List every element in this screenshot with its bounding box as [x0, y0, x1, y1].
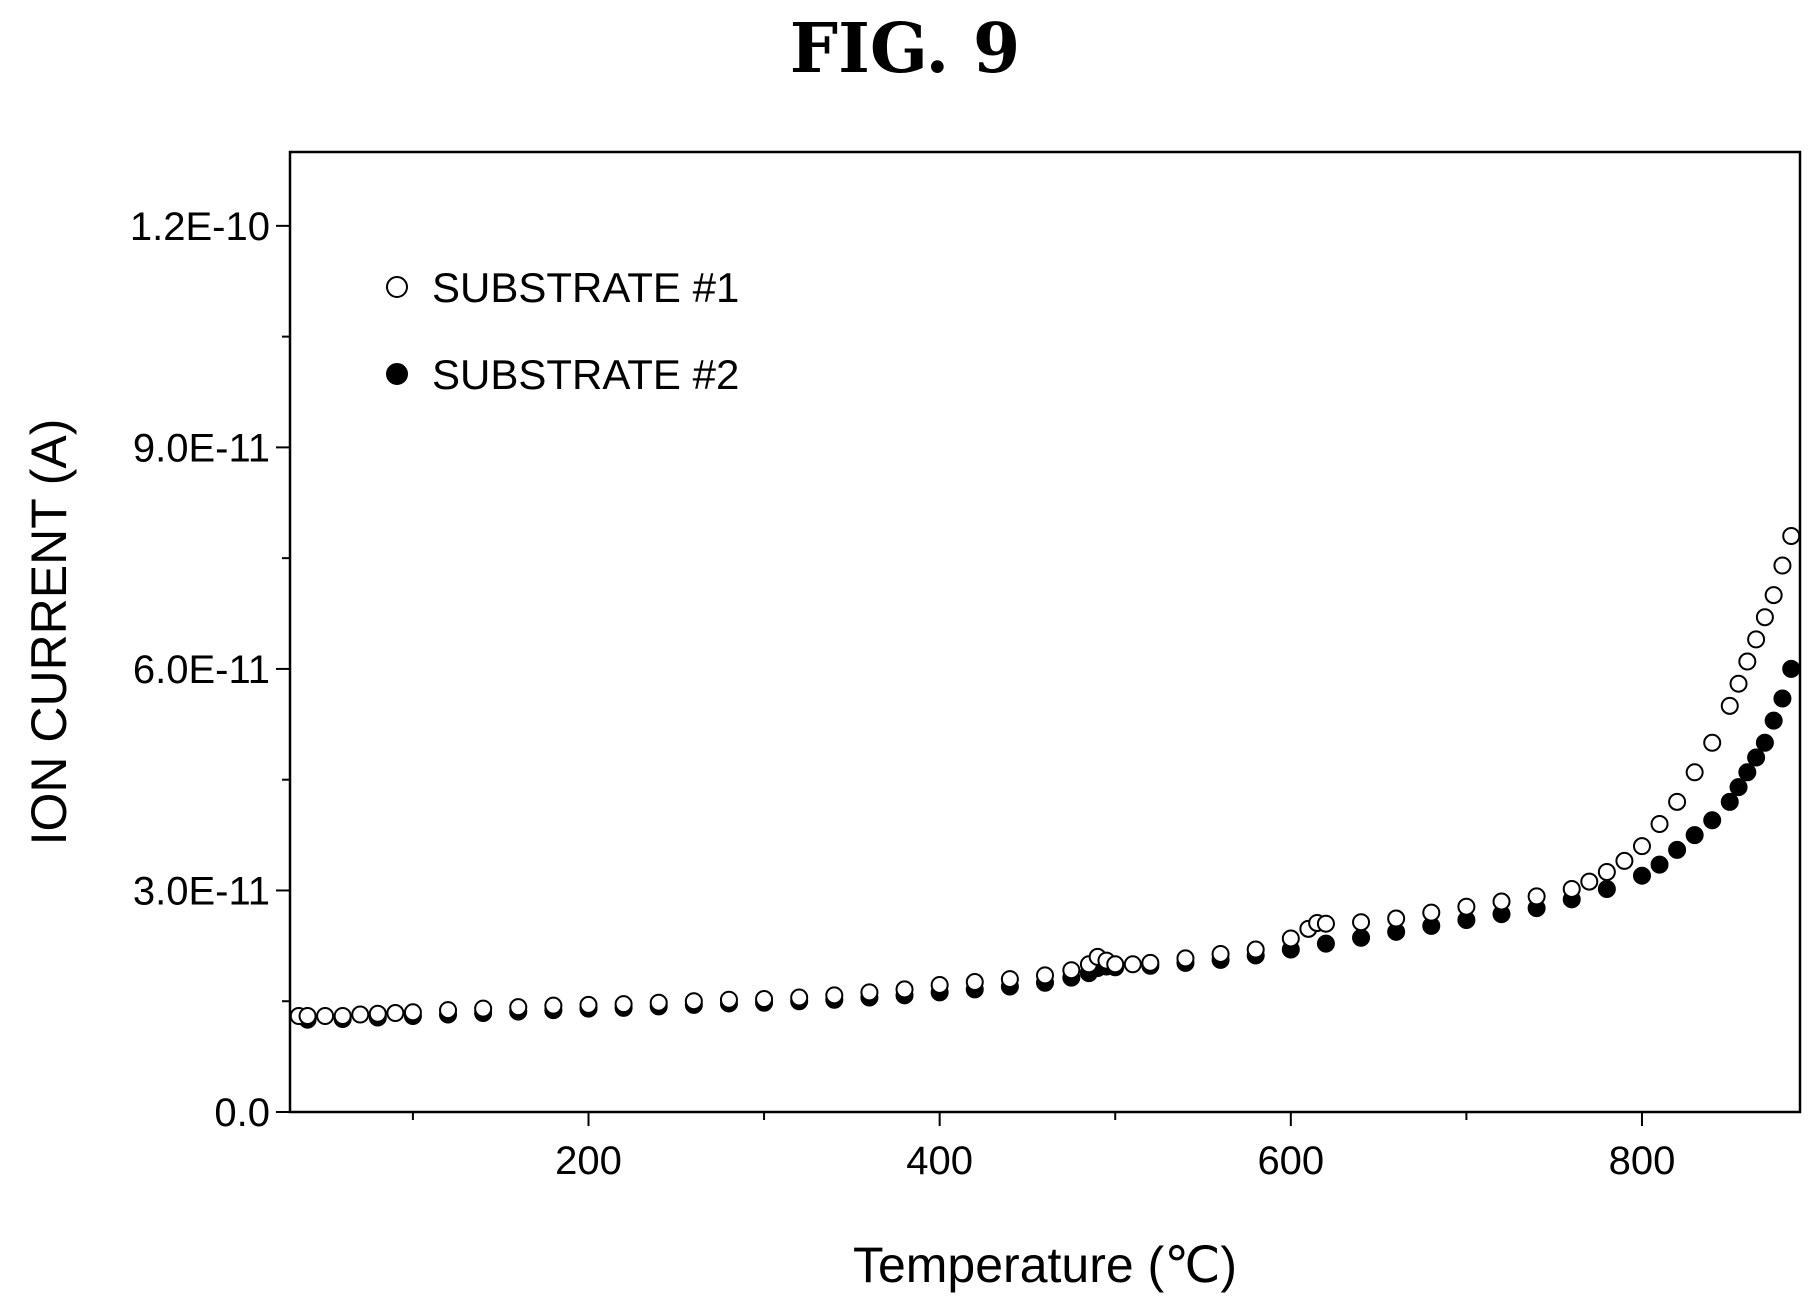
substrate-1-point	[335, 1008, 351, 1024]
plot-area: 200 400 600 800 0.0 3.0E-11 6.0E-11 9.0E-11 1.2E…	[130, 152, 1800, 1183]
legend-entry-1: SUBSTRATE #1	[432, 264, 739, 311]
y-tick-label: 6.0E-11	[133, 648, 270, 692]
x-tick-label: 400	[906, 1139, 973, 1183]
substrate-1-point	[1616, 853, 1632, 869]
substrate-1-point	[580, 997, 596, 1013]
legend-marker-1	[387, 277, 407, 297]
substrate-1-point	[1177, 950, 1193, 966]
substrate-1-point	[1722, 698, 1738, 714]
substrate-1-point	[440, 1002, 456, 1018]
substrate-1-point	[932, 977, 948, 993]
legend-marker-2	[387, 364, 407, 384]
substrate-1-point	[721, 992, 737, 1008]
substrate-1-point	[1283, 930, 1299, 946]
y-tick-label: 9.0E-11	[133, 426, 270, 470]
substrate-1-point	[756, 991, 772, 1007]
substrate-1-point	[1774, 558, 1790, 574]
substrate-1-point	[1107, 956, 1123, 972]
substrate-2-point	[1704, 812, 1720, 828]
substrate-1-point	[1564, 881, 1580, 897]
substrate-1-point	[1757, 609, 1773, 625]
substrate-1-point	[897, 981, 913, 997]
substrate-1-point	[1125, 956, 1141, 972]
substrate-2-point	[1353, 930, 1369, 946]
substrate-1-point	[1002, 971, 1018, 987]
substrate-1-point	[861, 984, 877, 1000]
y-tick-label: 0.0	[214, 1091, 270, 1135]
substrate-1-point	[1063, 962, 1079, 978]
substrate-1-point	[1731, 676, 1747, 692]
y-axis-label: ION CURRENT (A)	[21, 419, 77, 846]
substrate-1-point	[1599, 864, 1615, 880]
series-1	[291, 528, 1799, 1024]
substrate-2-point	[1748, 750, 1764, 766]
substrate-1-point	[387, 1005, 403, 1021]
substrate-1-point	[791, 990, 807, 1006]
substrate-1-point	[1704, 735, 1720, 751]
substrate-1-point	[300, 1008, 316, 1024]
substrate-1-point	[967, 974, 983, 990]
substrate-1-point	[1388, 911, 1404, 927]
substrate-1-point	[317, 1008, 333, 1024]
substrate-1-point	[686, 993, 702, 1009]
x-tick-label: 600	[1257, 1139, 1324, 1183]
substrate-1-point	[1037, 967, 1053, 983]
substrate-1-point	[1581, 874, 1597, 890]
substrate-1-point	[370, 1006, 386, 1022]
substrate-1-point	[1142, 955, 1158, 971]
substrate-2-point	[1318, 936, 1334, 952]
substrate-1-point	[1213, 946, 1229, 962]
substrate-1-point	[545, 998, 561, 1014]
axis-ticks: 200 400 600 800 0.0 3.0E-11 6.0E-11 9.0E-11 1.2E…	[130, 205, 1675, 1183]
substrate-1-point	[1494, 894, 1510, 910]
substrate-2-point	[1687, 827, 1703, 843]
y-tick-label: 3.0E-11	[133, 869, 270, 913]
substrate-2-point	[1739, 764, 1755, 780]
substrate-1-point	[405, 1004, 421, 1020]
substrate-1-point	[616, 996, 632, 1012]
substrate-2-point	[1774, 690, 1790, 706]
figure-label: FIG. 9	[790, 9, 1020, 89]
substrate-2-point	[1652, 857, 1668, 873]
substrate-1-point	[1318, 916, 1334, 932]
substrate-1-point	[510, 999, 526, 1015]
substrate-1-point	[1766, 587, 1782, 603]
x-tick-label: 800	[1609, 1139, 1676, 1183]
substrate-1-point	[1423, 905, 1439, 921]
x-axis-label: Temperature (℃)	[853, 1237, 1237, 1293]
substrate-2-point	[1757, 735, 1773, 751]
substrate-1-point	[1739, 654, 1755, 670]
substrate-2-point	[1766, 713, 1782, 729]
substrate-1-point	[1458, 899, 1474, 915]
substrate-2-point	[1731, 779, 1747, 795]
x-tick-label: 200	[555, 1139, 622, 1183]
substrate-2-point	[1634, 868, 1650, 884]
substrate-1-point	[1652, 816, 1668, 832]
legend-entry-2: SUBSTRATE #2	[432, 351, 739, 398]
substrate-1-point	[1687, 764, 1703, 780]
substrate-1-point	[1353, 914, 1369, 930]
substrate-2-point	[1599, 881, 1615, 897]
data-series	[291, 528, 1799, 1028]
substrate-2-point	[1783, 661, 1799, 677]
substrate-1-point	[1669, 794, 1685, 810]
substrate-2-point	[1669, 842, 1685, 858]
substrate-1-point	[1529, 888, 1545, 904]
substrate-1-point	[1248, 942, 1264, 958]
substrate-1-point	[651, 995, 667, 1011]
substrate-2-point	[1722, 794, 1738, 810]
substrate-1-point	[352, 1007, 368, 1023]
substrate-1-point	[1783, 528, 1799, 544]
y-tick-label: 1.2E-10	[130, 205, 270, 249]
substrate-1-point	[1634, 838, 1650, 854]
substrate-1-point	[1748, 631, 1764, 647]
legend: SUBSTRATE #1 SUBSTRATE #2	[387, 264, 739, 398]
substrate-1-point	[475, 1001, 491, 1017]
substrate-1-point	[826, 987, 842, 1003]
